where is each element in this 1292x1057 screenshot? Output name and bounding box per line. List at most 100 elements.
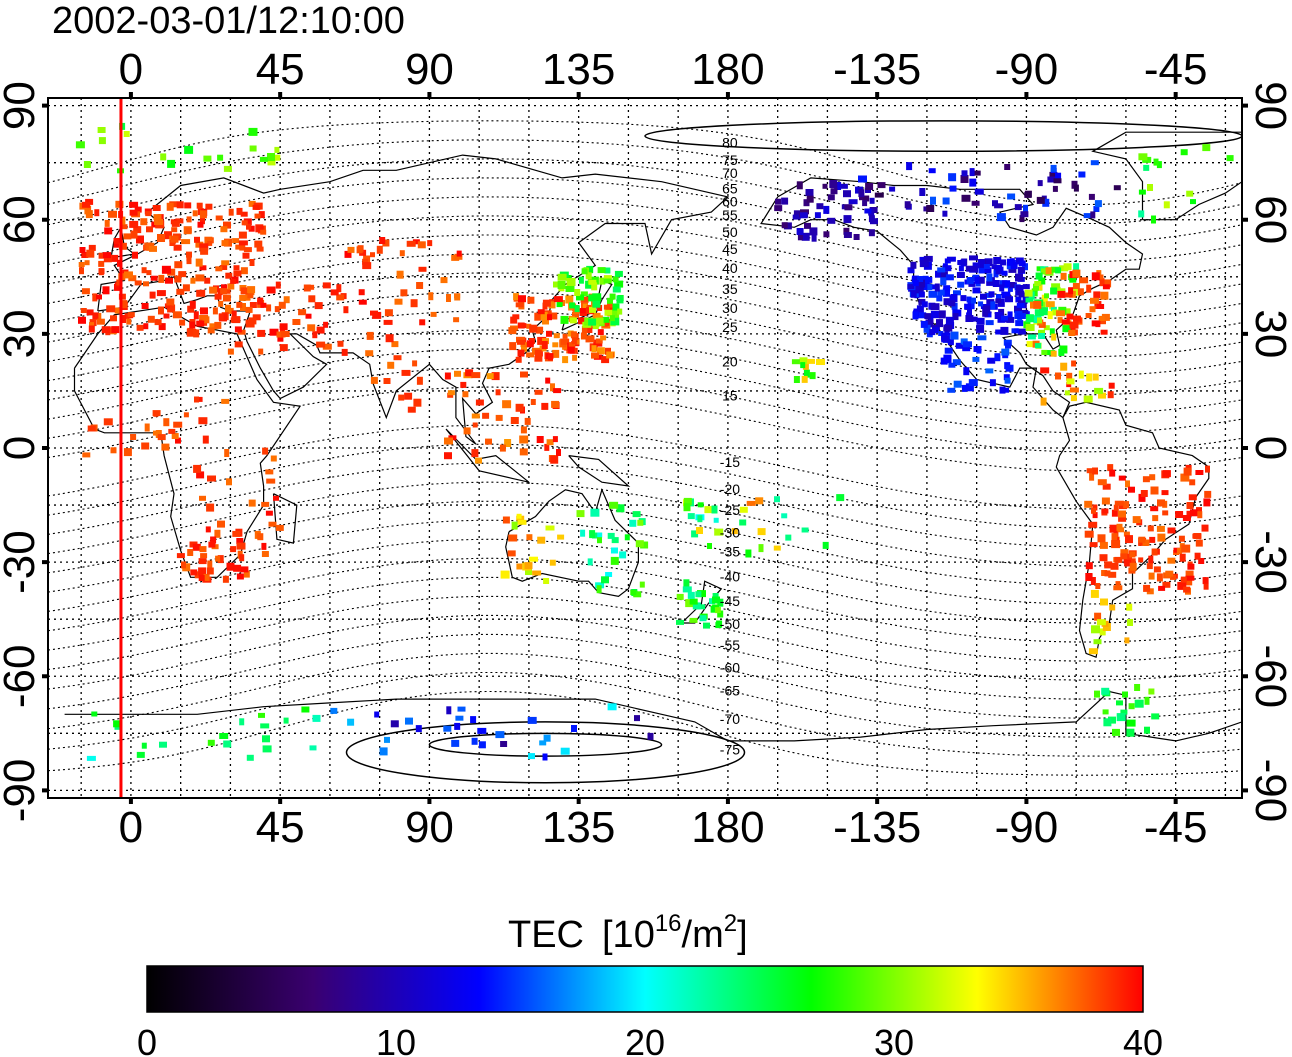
tec-data-point (1033, 283, 1039, 291)
tec-data-point (1037, 180, 1043, 187)
tec-data-point (582, 303, 588, 311)
tec-data-point (471, 372, 481, 379)
tec-data-point (1044, 293, 1049, 299)
tec-data-point (1084, 500, 1093, 508)
tec-data-point (607, 303, 613, 310)
tec-data-point (612, 303, 620, 311)
frame-tick (42, 560, 48, 565)
tec-data-point (599, 277, 606, 285)
tec-data-point (928, 290, 938, 298)
tec-data-point (471, 737, 478, 745)
lon-tick-label: 45 (256, 45, 305, 94)
tec-data-point (612, 309, 620, 318)
tec-data-point (184, 202, 192, 209)
tec-data-point (1186, 190, 1194, 197)
tec-data-point (712, 596, 720, 604)
tec-data-point (616, 295, 624, 304)
tec-data-point (86, 755, 96, 761)
tec-data-point (1100, 329, 1108, 335)
tec-data-point (1055, 372, 1061, 380)
tec-data-point (617, 308, 623, 315)
tec-data-point (1114, 500, 1124, 506)
tec-data-point (1116, 713, 1126, 722)
tec-data-point (502, 516, 510, 524)
tec-data-point (413, 398, 422, 407)
tec-data-point (193, 311, 199, 320)
tec-data-point (200, 553, 208, 559)
tec-data-point (1148, 572, 1155, 580)
tec-data-point (595, 338, 603, 344)
tec-data-point (279, 323, 288, 331)
tec-data-point (1008, 266, 1017, 273)
tec-data-point (230, 278, 237, 284)
tec-data-point (455, 715, 464, 721)
tec-data-point (1116, 700, 1123, 706)
tec-data-point (1113, 185, 1121, 191)
tec-data-point (233, 564, 242, 572)
tec-data-point (1107, 464, 1114, 472)
tec-data-point (580, 291, 588, 297)
tec-data-point (416, 282, 424, 289)
tec-data-point (874, 192, 884, 198)
tec-data-point (1017, 267, 1025, 273)
tec-data-point (591, 345, 597, 353)
tec-data-point (257, 297, 264, 305)
contour-label: -75 (720, 741, 740, 757)
tec-data-point (268, 521, 277, 527)
tec-data-point (204, 236, 213, 244)
tec-data-point (219, 733, 229, 739)
colorbar (146, 965, 1144, 1013)
tec-data-point (1202, 144, 1211, 152)
tec-data-point (444, 372, 451, 380)
tec-data-point (269, 328, 279, 336)
tec-data-point (519, 435, 529, 444)
tec-data-point (689, 617, 698, 623)
tec-data-point (971, 316, 978, 322)
tec-data-point (1009, 282, 1016, 287)
tec-data-point (910, 290, 917, 298)
tec-data-point (566, 278, 576, 286)
tec-data-point (1085, 562, 1093, 570)
frame-tick (42, 446, 48, 450)
tec-data-point (1102, 284, 1110, 290)
tec-data-point (126, 318, 132, 325)
tec-data-point (966, 277, 974, 284)
tec-data-point (472, 422, 478, 428)
tec-data-point (1099, 541, 1108, 549)
tec-data-point (258, 348, 264, 355)
tec-data-point (560, 747, 570, 755)
tec-data-point (336, 294, 345, 301)
tec-data-point (143, 323, 149, 330)
tec-data-point (869, 197, 875, 204)
tec-data-point (526, 323, 532, 329)
tec-data-point (1109, 469, 1116, 477)
tec-data-point (572, 311, 579, 318)
tec-data-point (985, 320, 994, 326)
contour-label: 35 (722, 281, 738, 297)
tec-data-point (799, 357, 808, 365)
tec-data-point (1132, 516, 1141, 524)
tec-data-point (153, 214, 162, 221)
tec-data-point (1036, 266, 1044, 272)
tec-data-point (1090, 160, 1099, 166)
tec-data-point (707, 543, 712, 549)
tec-data-point (199, 210, 207, 219)
tec-data-point (1150, 506, 1159, 512)
tec-data-point (1057, 317, 1063, 324)
tec-data-point (605, 347, 611, 355)
tec-data-point (1110, 562, 1119, 570)
tec-data-point (194, 396, 199, 403)
tec-data-point (952, 359, 961, 366)
tec-data-point (247, 293, 254, 299)
tec-data-point (865, 188, 871, 193)
contour-label: -70 (720, 711, 740, 727)
tec-data-point (239, 294, 247, 301)
tec-data-point (417, 241, 426, 249)
tec-data-point (1020, 211, 1029, 218)
tec-data-point (240, 566, 249, 573)
tec-data-point (549, 559, 556, 566)
tec-data-point (917, 276, 924, 282)
tec-data-point (1066, 382, 1072, 388)
tec-data-point (924, 313, 932, 320)
tec-data-point (120, 315, 127, 323)
